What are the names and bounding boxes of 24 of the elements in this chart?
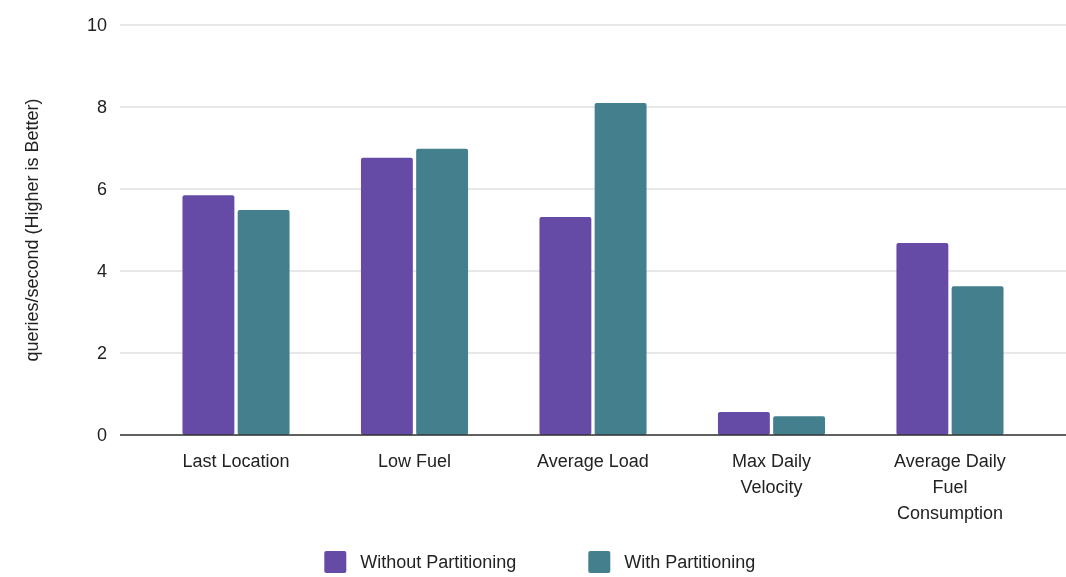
bar [360,157,413,435]
y-tick-label: 6 [96,179,107,200]
y-tick-label: 10 [86,15,107,36]
x-tick-label: Low Fuel [377,451,452,471]
bar [594,102,647,435]
legend-label: Without Partitioning [360,552,517,573]
x-tick-label: Last Location [182,451,290,471]
x-tick-label: Average Load [537,451,649,471]
y-tick-label: 0 [96,425,107,446]
bar [416,148,469,435]
y-axis-title: queries/second (Higher is Better) [22,98,42,362]
bar [182,195,235,435]
y-tick-label: 4 [96,261,107,282]
y-tick-label: 2 [96,343,107,364]
bar [717,412,770,435]
bar [896,243,949,435]
x-tick-label: Max Daily Velocity [731,451,811,497]
bar [773,416,826,435]
bar [539,216,592,435]
bar [237,209,290,435]
legend-label: With Partitioning [624,552,756,573]
bar [951,286,1004,435]
x-tick-label: Average Daily Fuel Consumption [894,451,1006,523]
y-tick-label: 8 [96,97,107,118]
